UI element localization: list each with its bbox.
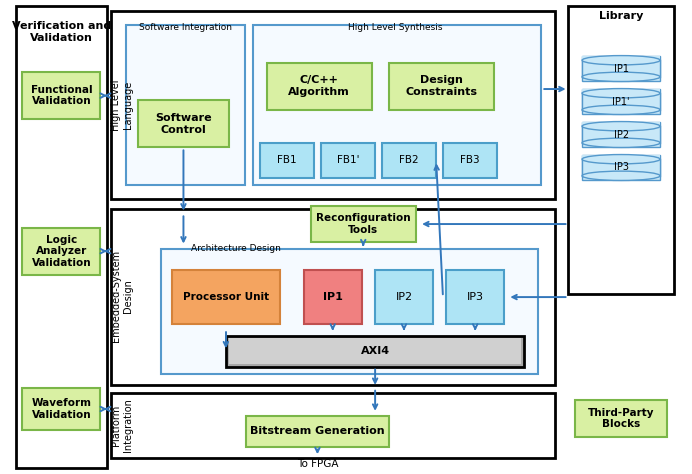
Text: Reconfiguration
Tools: Reconfiguration Tools	[316, 213, 410, 235]
Ellipse shape	[582, 155, 660, 164]
Text: FB1: FB1	[277, 155, 297, 165]
Text: Waveform
Validation: Waveform Validation	[31, 398, 91, 420]
Bar	[229, 338, 521, 364]
Text: Bitstream Generation: Bitstream Generation	[250, 427, 385, 437]
Bar	[22, 228, 100, 275]
Bar	[172, 270, 280, 324]
Bar	[311, 206, 416, 242]
Bar	[260, 143, 314, 178]
Text: FB2: FB2	[399, 155, 419, 165]
Ellipse shape	[582, 89, 660, 98]
Text: Library: Library	[599, 10, 643, 20]
Text: Design
Constraints: Design Constraints	[406, 75, 477, 97]
Bar	[226, 336, 525, 366]
Text: FB3: FB3	[460, 155, 480, 165]
Text: High Level Synthesis: High Level Synthesis	[348, 23, 443, 32]
Bar	[266, 63, 372, 110]
Bar	[582, 121, 660, 147]
Ellipse shape	[582, 138, 660, 147]
Bar	[22, 388, 100, 430]
Text: To FPGA: To FPGA	[297, 459, 338, 469]
Text: IP1: IP1	[322, 292, 343, 302]
Bar	[375, 270, 432, 324]
Bar	[126, 25, 245, 185]
Bar	[582, 55, 660, 82]
Bar	[582, 89, 660, 115]
Bar	[575, 400, 667, 438]
Text: Embedded-System
Design: Embedded-System Design	[111, 250, 133, 342]
Bar	[569, 6, 673, 293]
Text: Verification and
Validation: Verification and Validation	[12, 21, 111, 43]
Text: C/C++
Algorithm: C/C++ Algorithm	[289, 75, 350, 97]
Text: Functional
Validation: Functional Validation	[30, 85, 92, 107]
Text: AXI4: AXI4	[361, 346, 390, 356]
Bar	[161, 249, 538, 374]
Ellipse shape	[582, 171, 660, 181]
Text: High Level
Language: High Level Language	[111, 79, 133, 131]
Bar	[582, 121, 660, 143]
Text: IP2: IP2	[614, 129, 628, 139]
Text: Third-Party
Blocks: Third-Party Blocks	[588, 408, 655, 429]
Text: Processor Unit: Processor Unit	[183, 292, 269, 302]
Text: IP3: IP3	[466, 292, 484, 302]
Text: IP1': IP1'	[612, 97, 630, 107]
Text: IP2: IP2	[395, 292, 412, 302]
Bar	[22, 72, 100, 119]
Bar	[382, 143, 436, 178]
Text: IP1: IP1	[614, 64, 628, 73]
Text: Software Integration: Software Integration	[138, 23, 232, 32]
Text: Logic
Analyzer
Validation: Logic Analyzer Validation	[32, 235, 91, 268]
Bar	[582, 155, 660, 176]
Text: IP3: IP3	[614, 163, 628, 173]
Bar	[15, 6, 107, 468]
Bar	[138, 100, 229, 147]
Bar	[582, 155, 660, 181]
Bar	[443, 143, 498, 178]
Bar	[253, 25, 541, 185]
Text: FB1': FB1'	[337, 155, 359, 165]
Ellipse shape	[582, 55, 660, 65]
Bar	[389, 63, 494, 110]
Bar	[111, 392, 555, 458]
Text: Software
Control: Software Control	[155, 113, 212, 135]
Bar	[582, 89, 660, 110]
Bar	[321, 143, 375, 178]
Bar	[582, 55, 660, 77]
Bar	[111, 209, 555, 385]
Bar	[304, 270, 361, 324]
Ellipse shape	[582, 72, 660, 82]
Bar	[246, 416, 389, 447]
Bar	[446, 270, 504, 324]
Ellipse shape	[582, 121, 660, 131]
Text: Architecture Design: Architecture Design	[191, 244, 281, 253]
Bar	[111, 11, 555, 199]
Text: Platform
Integration: Platform Integration	[111, 399, 133, 452]
Ellipse shape	[582, 105, 660, 115]
